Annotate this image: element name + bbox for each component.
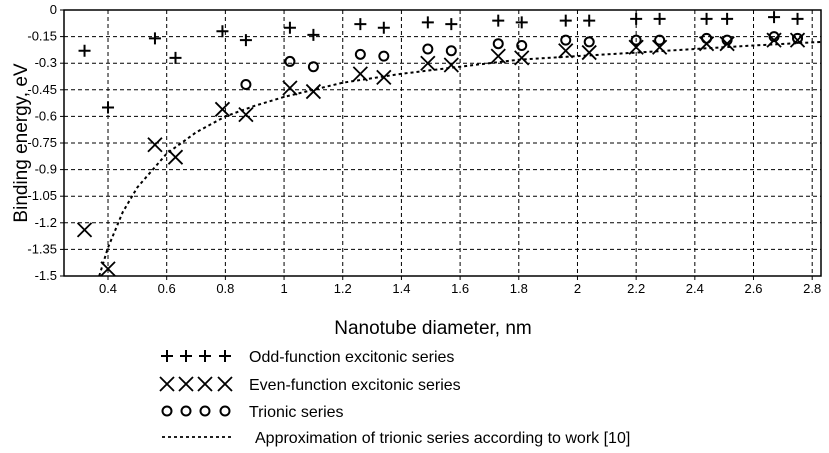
plus-point [700, 12, 713, 25]
plus-point [169, 51, 182, 64]
legend-circle-swatch [199, 405, 211, 417]
x-point [420, 55, 436, 71]
x-tick-label: 0.8 [216, 281, 234, 296]
y-tick-label: -1.2 [35, 215, 57, 230]
x-tick-label: 1.2 [334, 281, 352, 296]
x-tick-label: 2.2 [627, 281, 645, 296]
legend-label: Odd-function excitonic series [249, 349, 454, 366]
y-tick-label: -1.5 [35, 268, 57, 283]
legend-label: Approximation of trionic series accordin… [255, 430, 630, 447]
axis-ticks: 0.4 0.6 0.8 1 1.2 1.4 1.6 1.8 2 2.2 2.4 2.6 2.8 0 -0.1… [27, 2, 821, 296]
plus-point [768, 11, 781, 24]
y-tick-label: -1.35 [27, 241, 57, 256]
legend-plus-swatch [161, 350, 173, 362]
y-tick-label: -0.75 [27, 135, 57, 150]
circle-point [240, 78, 252, 90]
plus-point [283, 21, 296, 34]
y-tick-label: 0 [50, 2, 57, 17]
circle-point [492, 38, 504, 50]
x-tick-label: 2.8 [803, 281, 821, 296]
circle-point [307, 61, 319, 73]
legend-label: Trionic series [249, 404, 344, 421]
x-point [305, 83, 322, 100]
x-point [214, 101, 231, 117]
x-axis-label: Nanotube diameter, nm [334, 318, 532, 339]
circle-point [630, 34, 642, 46]
x-tick-label: 1.6 [451, 281, 469, 296]
plus-point [515, 16, 528, 29]
x-point [514, 50, 530, 66]
legend: Odd-function excitonic series Even-functi… [159, 349, 630, 447]
plus-point [791, 12, 804, 25]
approximation-curve [98, 40, 822, 277]
legend-plus-swatch [180, 350, 192, 362]
plus-point [630, 12, 643, 25]
circle-point [445, 45, 457, 57]
x-point [76, 222, 93, 238]
plus-point [653, 12, 666, 25]
circle-point [583, 36, 595, 48]
circle-point [422, 43, 434, 55]
legend-x-swatch [197, 376, 213, 392]
circle-point [560, 34, 572, 46]
legend-circle-swatch [161, 405, 173, 417]
circle-point [378, 50, 390, 62]
y-axis-label: Binding energy, eV [11, 63, 32, 222]
x-point [443, 57, 459, 73]
y-tick-label: -0.9 [35, 162, 57, 177]
plus-point [583, 14, 596, 27]
x-point [167, 149, 184, 165]
legend-label: Even-function excitonic series [249, 377, 461, 394]
circle-point [654, 34, 666, 46]
x-tick-label: 2.6 [744, 281, 762, 296]
circle-point [354, 48, 366, 60]
x-tick-label: 2.4 [686, 281, 704, 296]
x-tick-label: 0.6 [158, 281, 176, 296]
legend-x-swatch [159, 376, 175, 392]
y-tick-label: -0.3 [35, 55, 57, 70]
plus-point [102, 101, 115, 114]
data-marks [76, 11, 822, 277]
plus-point [239, 34, 252, 47]
x-tick-label: 0.4 [99, 281, 117, 296]
x-point [490, 48, 506, 64]
x-point [282, 80, 298, 96]
y-tick-label: -0.6 [35, 108, 57, 123]
plus-point [307, 28, 320, 41]
plus-point [492, 14, 505, 27]
plus-point [216, 25, 229, 38]
y-tick-label: -1.05 [27, 188, 57, 203]
plus-point [421, 16, 434, 29]
legend-plus-swatch [219, 350, 231, 362]
circle-point [284, 55, 296, 67]
x-tick-label: 1.4 [392, 281, 410, 296]
plus-point [78, 44, 91, 57]
plus-point [148, 32, 161, 45]
x-point [147, 137, 163, 153]
legend-x-swatch [178, 376, 194, 392]
circle-point [701, 32, 713, 44]
x-point [558, 43, 574, 59]
plus-point [721, 12, 734, 25]
legend-circle-swatch [219, 405, 231, 417]
x-point [581, 44, 597, 61]
plus-point [377, 21, 390, 34]
plus-point [559, 14, 572, 27]
circle-point [768, 31, 780, 43]
x-tick-label: 2 [574, 281, 581, 296]
x-tick-label: 1 [280, 281, 287, 296]
circle-point [721, 34, 733, 46]
plus-point [445, 18, 458, 31]
y-tick-label: -0.15 [27, 29, 57, 44]
x-tick-label: 1.8 [510, 281, 528, 296]
legend-circle-swatch [180, 405, 192, 417]
circle-point [516, 39, 528, 51]
circle-point [792, 32, 804, 44]
plus-point [354, 18, 367, 31]
legend-x-swatch [217, 376, 233, 392]
grid-lines [64, 9, 821, 277]
y-tick-label: -0.45 [27, 82, 57, 97]
legend-plus-swatch [199, 350, 211, 362]
